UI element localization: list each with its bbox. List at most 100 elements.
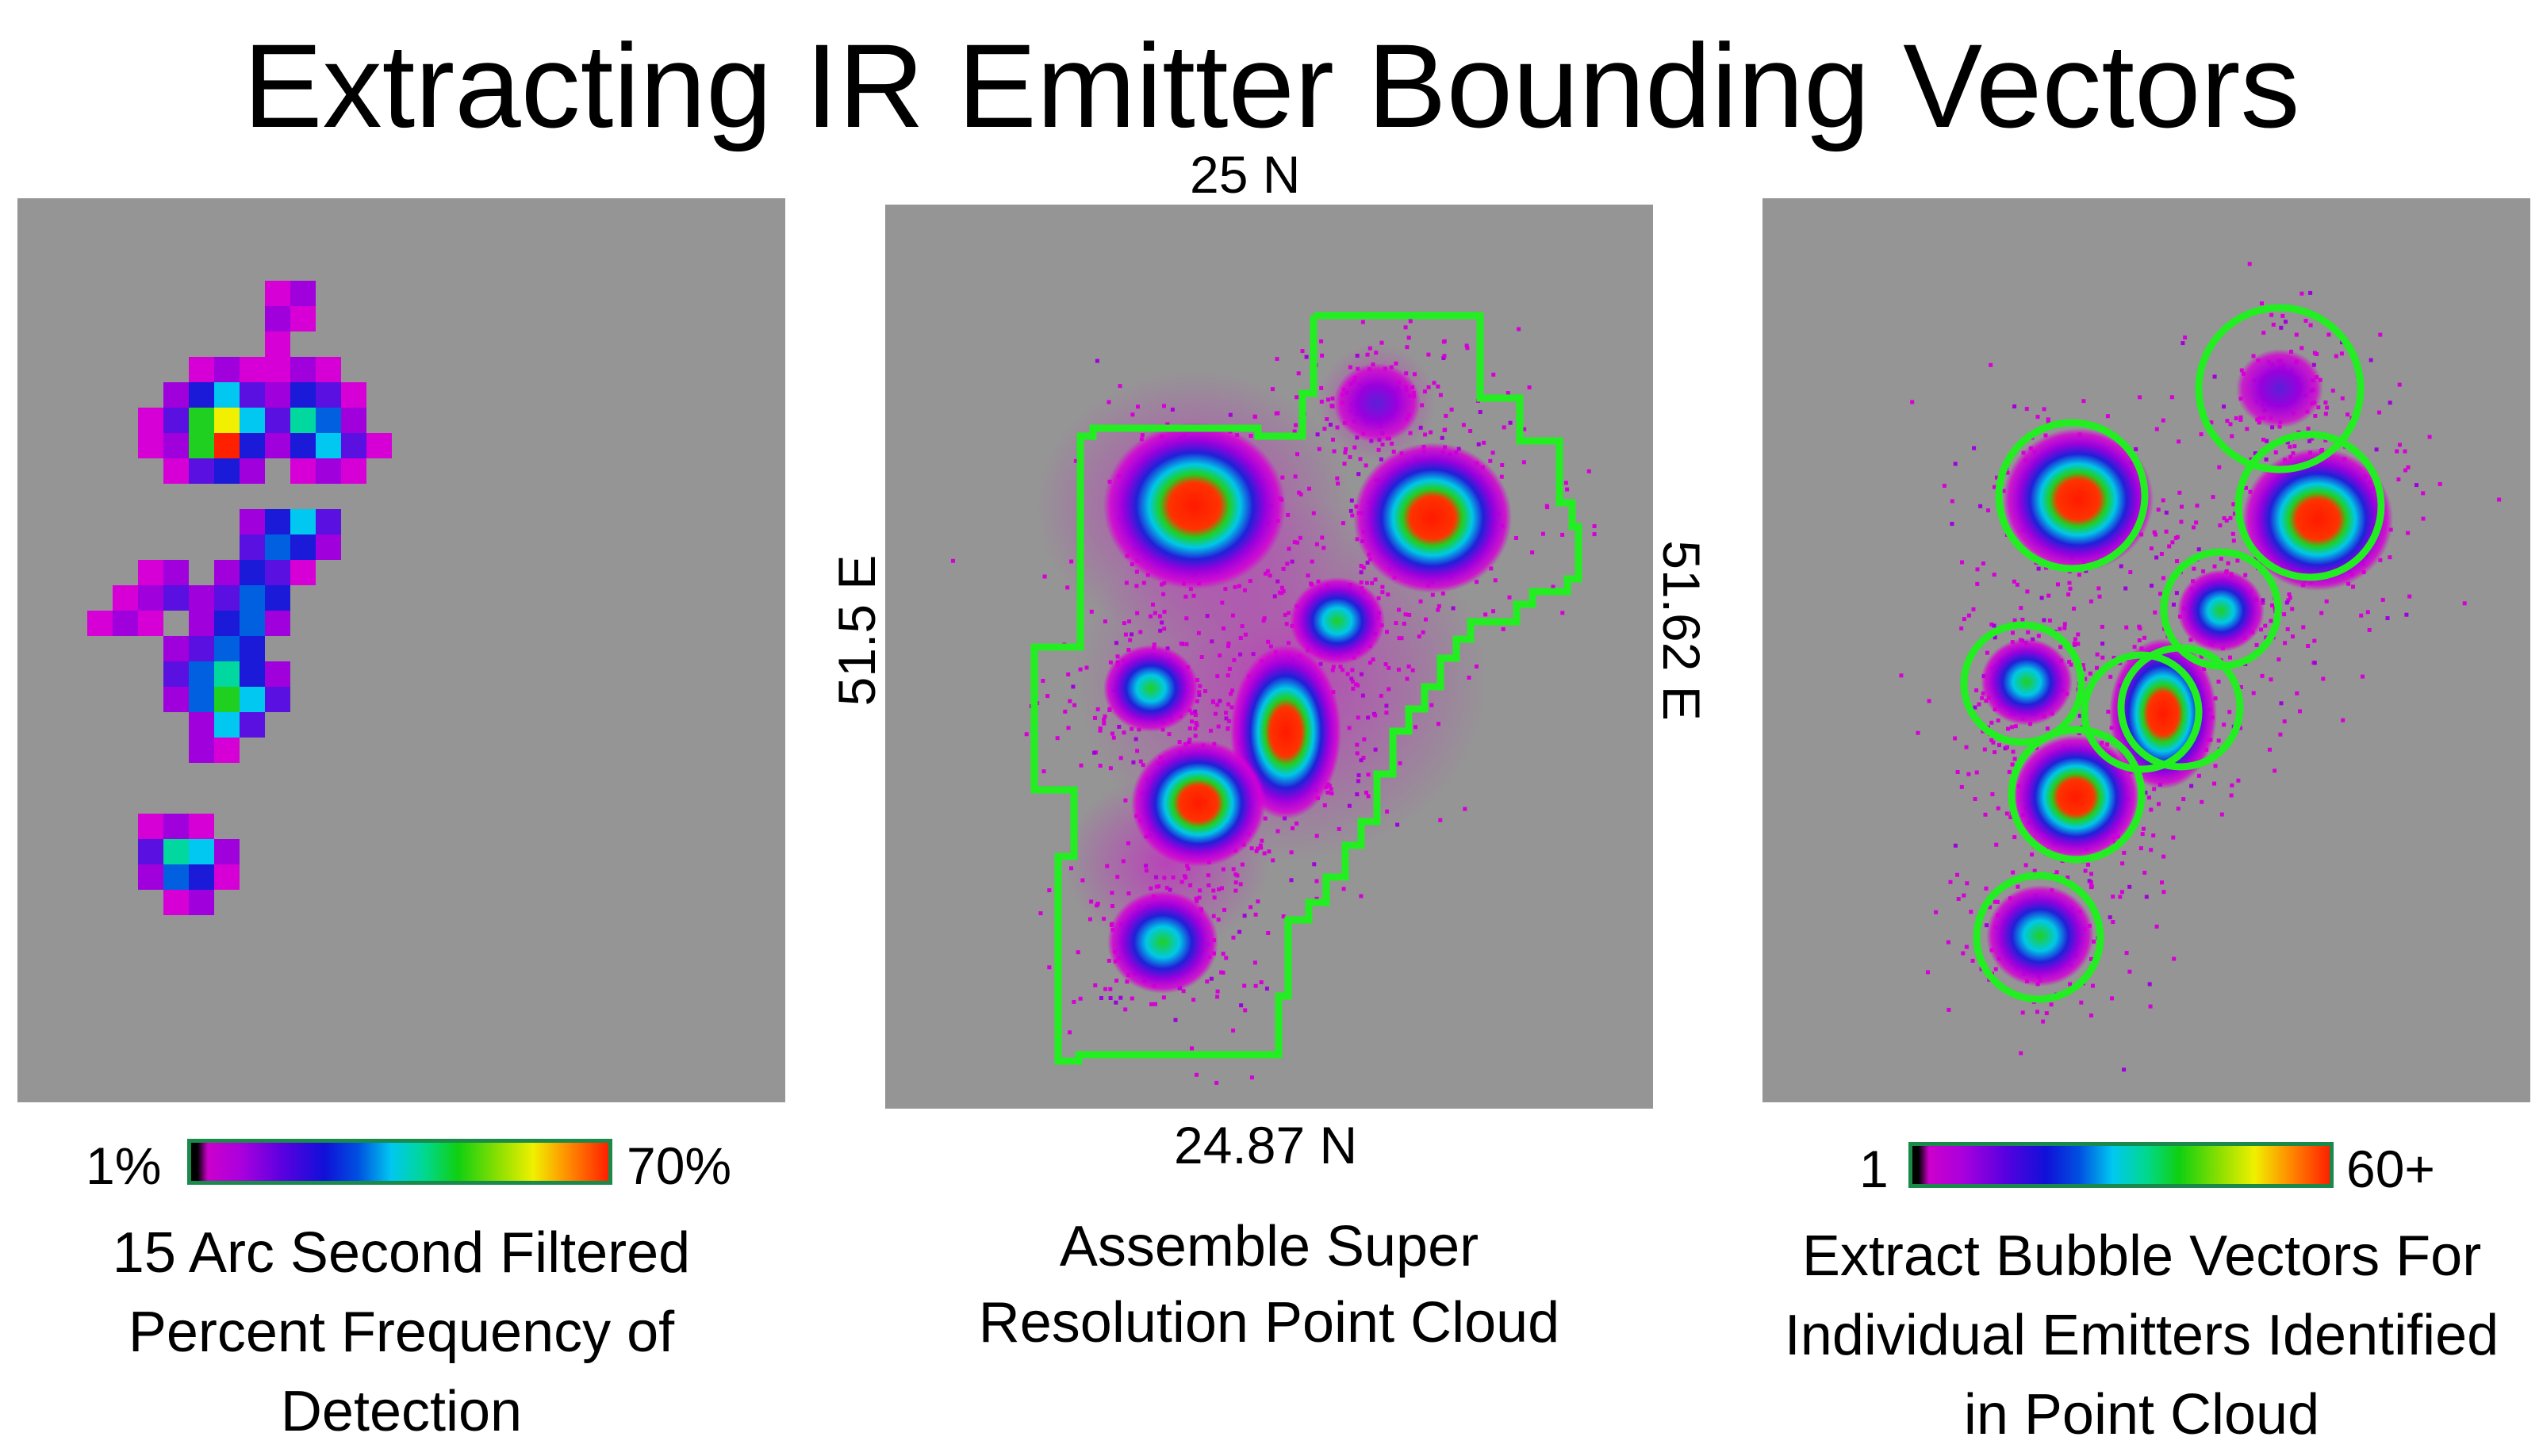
grid-cell (290, 458, 316, 484)
scatter-point (1989, 738, 1994, 742)
scatter-point (2299, 346, 2304, 351)
scatter-point (2378, 332, 2383, 337)
scatter-point (1449, 408, 1454, 412)
grid-cell (163, 814, 189, 839)
scatter-point (2270, 603, 2274, 607)
scatter-point (1992, 573, 1996, 577)
grid-cell (189, 864, 214, 890)
scatter-point (1441, 355, 1446, 360)
scatter-point (2032, 868, 2037, 873)
scatter-point (1983, 812, 1988, 817)
scatter-point (1068, 699, 1072, 703)
scatter-point (1066, 726, 1071, 730)
scatter-point (2067, 660, 2072, 665)
grid-cell (163, 687, 189, 712)
scatter-point (2280, 313, 2285, 318)
scatter-point (2261, 437, 2265, 442)
scatter-point (2127, 884, 2132, 889)
scatter-point (2385, 616, 2390, 620)
scatter-point (2200, 799, 2204, 804)
scatter-point (2195, 504, 2200, 508)
scatter-point (1436, 384, 1440, 389)
scatter-point (1926, 970, 1930, 975)
north-coordinate-label: 25 N (1190, 145, 1301, 204)
scatter-point (1072, 999, 1076, 1004)
scatter-point (2278, 732, 2283, 737)
scatter-point (2222, 516, 2227, 520)
scatter-point (2144, 895, 2149, 899)
scatter-point (2183, 335, 2188, 340)
scatter-point (1989, 362, 1993, 367)
scatter-point (1259, 980, 1264, 985)
scatter-point (2012, 757, 2017, 761)
scatter-point (2056, 582, 2060, 587)
grid-cell (265, 331, 290, 357)
scatter-point (2088, 599, 2093, 603)
scatter-point (1964, 944, 1969, 949)
scatter-point (2008, 814, 2013, 819)
right-caption: Extract Bubble Vectors For Individual Em… (1745, 1217, 2538, 1454)
scatter-point (2226, 561, 2230, 565)
scatter-point (2227, 710, 2232, 715)
middle-caption-line-1: Assemble Super (1059, 1215, 1479, 1278)
grid-cell (240, 509, 265, 535)
scatter-point (2279, 701, 2284, 706)
scatter-point (2407, 594, 2412, 599)
grid-cell (189, 611, 214, 636)
grid-cell (163, 458, 189, 484)
scatter-point (1491, 609, 1495, 614)
scatter-point (1468, 429, 1473, 433)
scatter-point (2238, 415, 2243, 420)
scatter-point (2228, 422, 2233, 427)
scatter-point (1281, 914, 1286, 919)
scatter-point (2118, 895, 2123, 899)
scatter-point (1426, 352, 1431, 357)
scatter-point (1071, 684, 1076, 689)
grid-cell (316, 382, 341, 408)
scatter-point (2062, 626, 2067, 630)
scatter-point (1253, 912, 1258, 917)
scatter-point (2020, 1010, 2025, 1015)
scatter-point (2307, 439, 2312, 443)
scatter-point (2023, 863, 2028, 868)
scatter-point (1966, 772, 1971, 776)
scatter-point (1947, 1007, 1951, 1012)
scatter-point (2406, 465, 2411, 469)
scatter-point (2076, 632, 2081, 637)
scatter-point (1231, 935, 1236, 940)
scatter-point (1934, 910, 1939, 914)
scatter-point (1975, 581, 1980, 586)
scatter-point (2427, 435, 2432, 439)
scatter-point (2076, 642, 2081, 646)
scatter-point (2154, 924, 2159, 929)
grid-cell (366, 433, 392, 458)
bubble-outline (2234, 431, 2385, 581)
scatter-point (1072, 703, 1077, 707)
scatter-point (1956, 897, 1961, 901)
left-scale-max-label: 70% (627, 1136, 732, 1195)
scatter-point (1478, 410, 1482, 414)
scatter-point (2089, 1013, 2093, 1017)
scatter-point (2172, 602, 2176, 607)
scatter-point (2161, 498, 2165, 503)
scatter-point (1592, 524, 1597, 528)
scatter-point (2005, 470, 2010, 475)
scatter-point (2046, 420, 2050, 424)
scatter-point (2122, 850, 2127, 855)
scatter-point (2312, 661, 2317, 665)
scatter-point (2012, 618, 2017, 623)
scatter-point (1221, 952, 1225, 956)
scatter-point (2167, 544, 2172, 549)
grid-cell (240, 585, 265, 611)
grid-cell (290, 408, 316, 433)
scatter-point (1103, 987, 1108, 991)
scatter-point (2119, 890, 2124, 895)
scatter-point (2222, 722, 2227, 727)
scatter-point (1289, 878, 1294, 883)
grid-cell (265, 560, 290, 585)
grid-cell (265, 408, 290, 433)
scatter-point (2009, 725, 2014, 730)
scatter-point (1130, 996, 1134, 1001)
scatter-point (2231, 538, 2236, 543)
scatter-point (2288, 444, 2292, 449)
